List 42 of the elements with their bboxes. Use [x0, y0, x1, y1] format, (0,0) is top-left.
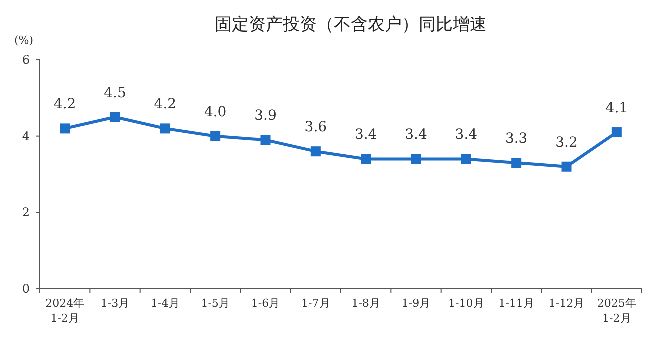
point — [110, 112, 120, 122]
text: 3.4 — [354, 127, 378, 144]
y-tick-label: 2 — [22, 206, 30, 220]
text: 3.9 — [254, 108, 277, 124]
text: 4.2 — [54, 96, 76, 113]
chart-title: 固定资产投资（不含农户）同比增速 — [215, 15, 487, 35]
text: 4.0 — [204, 104, 227, 120]
point — [160, 124, 170, 134]
x-tick-label: 1-9月 — [402, 297, 431, 310]
text: 3.6 — [304, 120, 328, 136]
text: 4.1 — [606, 100, 628, 117]
point — [310, 146, 321, 157]
x-tick-label: 1-3月 — [100, 297, 130, 310]
x-tick-label: 2024年 1-2月 — [46, 297, 85, 325]
point — [512, 158, 522, 168]
x-tick-label: 1-4月 — [151, 297, 180, 310]
x-tick-label: 1-11月 — [498, 297, 534, 310]
y-tick-label: 4 — [22, 129, 30, 144]
y-axis-title: (%) — [14, 34, 34, 47]
x-tick-label: 1-8月 — [352, 297, 380, 310]
text: 3.4 — [455, 127, 478, 144]
y-tick-label: 6 — [22, 53, 30, 67]
point — [210, 131, 221, 142]
point — [612, 128, 622, 138]
x-tick-label: 1-10月 — [448, 297, 484, 310]
x-tick-label: 1-12月 — [548, 297, 585, 310]
x-tick-label: 1-6月 — [251, 297, 280, 310]
x-tick-label: 1-5月 — [201, 297, 230, 310]
y-tick-label: 0 — [22, 282, 30, 296]
text: 3.4 — [405, 127, 428, 144]
text: 4.2 — [154, 96, 177, 113]
text: 3.3 — [505, 131, 528, 148]
point — [461, 154, 472, 164]
x-tick-label: 1-7月 — [302, 297, 330, 310]
point — [411, 154, 422, 164]
text: 3.2 — [556, 134, 578, 151]
text: 4.5 — [104, 85, 126, 102]
point — [562, 162, 572, 172]
point — [361, 154, 372, 164]
point — [260, 135, 271, 146]
point — [60, 124, 70, 134]
x-tick-label: 2025年 1-2月 — [597, 297, 636, 325]
